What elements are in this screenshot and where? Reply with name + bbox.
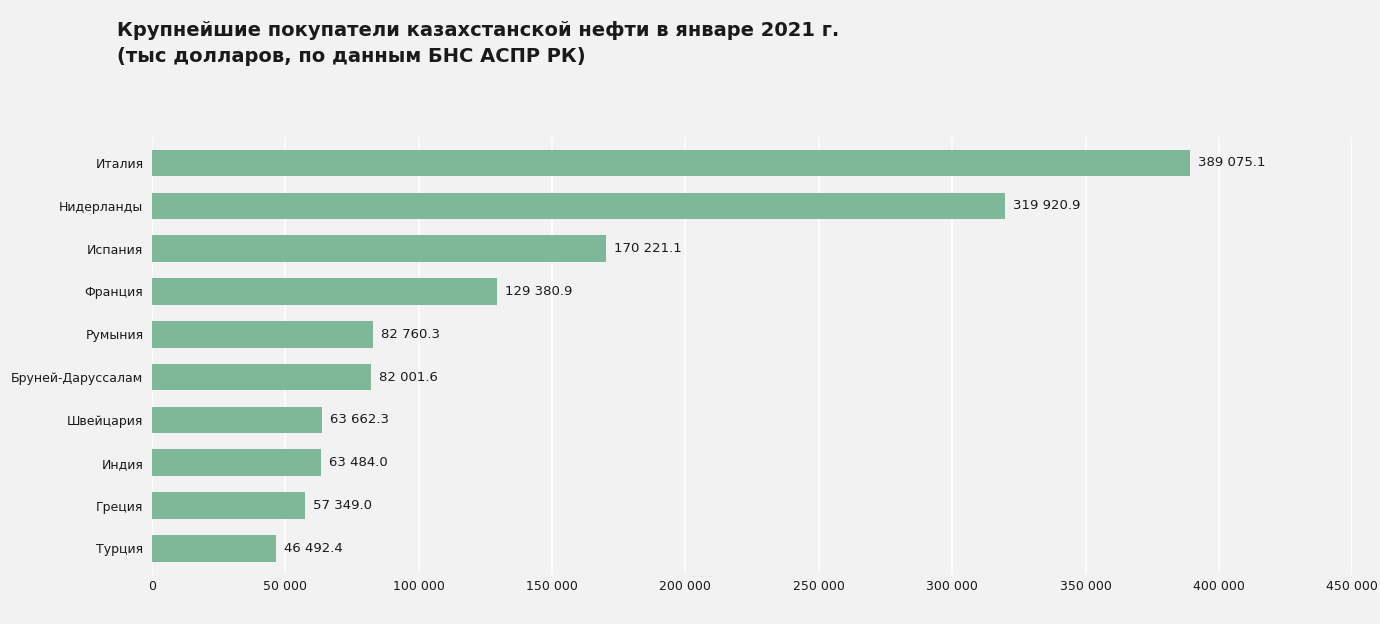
Bar — [152, 321, 373, 348]
Text: 82 760.3: 82 760.3 — [381, 328, 440, 341]
Text: 57 349.0: 57 349.0 — [313, 499, 371, 512]
Bar — [152, 535, 276, 562]
Text: 129 380.9: 129 380.9 — [505, 285, 573, 298]
Text: 63 662.3: 63 662.3 — [330, 414, 389, 426]
Text: 46 492.4: 46 492.4 — [284, 542, 342, 555]
Bar — [152, 407, 322, 433]
Text: Крупнейшие покупатели казахстанской нефти в январе 2021 г.
(тыс долларов, по дан: Крупнейшие покупатели казахстанской нефт… — [117, 21, 839, 66]
Bar — [152, 364, 371, 391]
Text: 389 075.1: 389 075.1 — [1198, 157, 1265, 170]
Bar — [152, 449, 322, 476]
Bar — [152, 278, 497, 305]
Bar — [152, 150, 1190, 176]
Text: 82 001.6: 82 001.6 — [378, 371, 437, 384]
Text: 63 484.0: 63 484.0 — [330, 456, 388, 469]
Bar — [152, 492, 305, 519]
Bar — [152, 193, 1006, 219]
Text: 319 920.9: 319 920.9 — [1013, 199, 1081, 212]
Text: 170 221.1: 170 221.1 — [614, 242, 682, 255]
Bar — [152, 235, 606, 262]
